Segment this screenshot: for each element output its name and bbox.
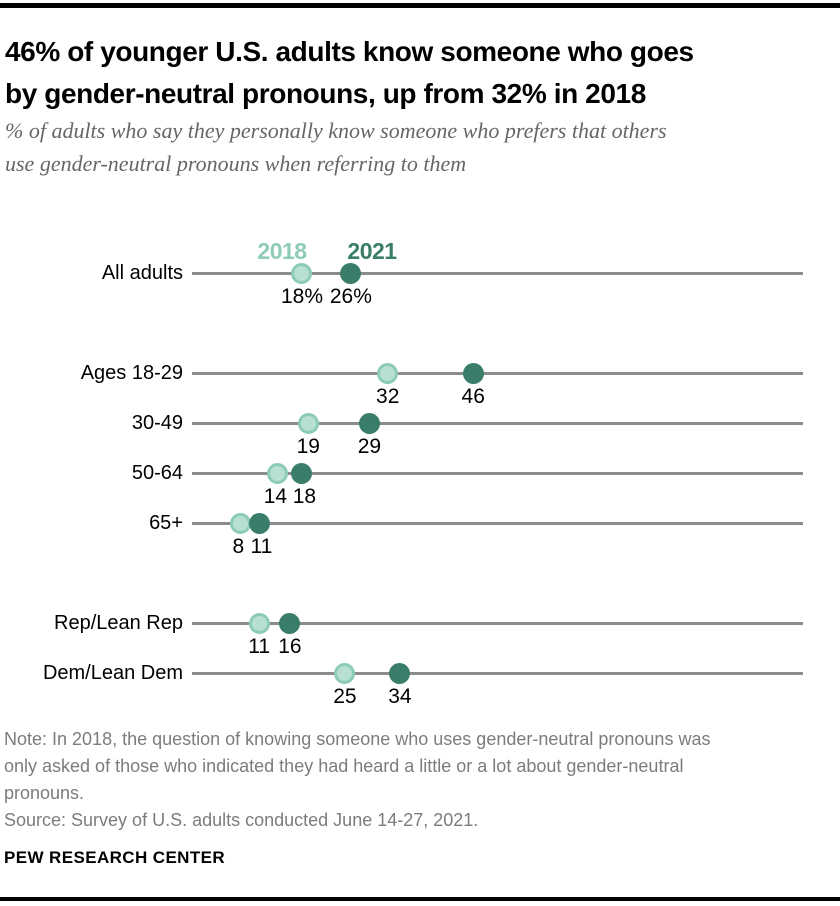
- chart-subtitle-line-1: % of adults who say they personally know…: [5, 118, 667, 143]
- value-2021: 26%: [329, 285, 372, 308]
- value-2018: 8: [232, 535, 245, 558]
- value-2021: 46: [461, 385, 485, 408]
- row-label: 50-64: [131, 462, 183, 484]
- value-2018: 11: [248, 635, 271, 658]
- note-line-2: only asked of those who indicated they h…: [4, 756, 684, 776]
- dot-2021: [279, 612, 301, 634]
- dot-2021: [358, 412, 380, 434]
- value-2021: 18: [292, 485, 317, 508]
- top-rule: [0, 3, 840, 8]
- trend-line: [192, 671, 803, 675]
- dot-2018: [291, 262, 313, 284]
- value-2021: 29: [357, 435, 382, 458]
- page-title-line-1: 46% of younger U.S. adults know someone …: [5, 36, 694, 67]
- dot-2021: [340, 262, 362, 284]
- value-2021: 16: [278, 635, 302, 658]
- value-2018: 25: [333, 685, 357, 708]
- value-2018: 19: [296, 435, 320, 458]
- row-label: Ages 18-29: [80, 362, 183, 384]
- value-2021: 11: [250, 535, 273, 558]
- chart-subtitle-line-2: use gender-neutral pronouns when referri…: [5, 151, 467, 176]
- dot-2018: [334, 662, 356, 684]
- note-line-1: Note: In 2018, the question of knowing s…: [4, 729, 711, 749]
- dot-2018: [377, 362, 399, 384]
- row-label: 65+: [149, 512, 183, 534]
- dot-2018: [297, 412, 319, 434]
- legend-2018: 2018: [257, 238, 307, 264]
- trend-line: [192, 271, 803, 275]
- page-title: 46% of younger U.S. adults know someone …: [5, 31, 830, 115]
- dot-2018: [248, 612, 270, 634]
- row-label: Rep/Lean Rep: [54, 612, 183, 634]
- source-line: Source: Survey of U.S. adults conducted …: [4, 810, 479, 830]
- brand-footer: PEW RESEARCH CENTER: [4, 848, 226, 867]
- value-2018: 18%: [280, 285, 323, 308]
- trend-line: [192, 621, 803, 625]
- value-2018: 14: [263, 485, 288, 508]
- dot-2021: [291, 462, 313, 484]
- note-line-3: pronouns.: [4, 783, 85, 803]
- legend-2021: 2021: [347, 238, 397, 264]
- trend-line: [192, 371, 803, 375]
- chart-subtitle: % of adults who say they personally know…: [5, 114, 830, 180]
- row-label: 30-49: [131, 412, 183, 434]
- bottom-rule: [0, 897, 840, 901]
- value-2018: 32: [376, 385, 400, 408]
- dot-2021: [462, 362, 484, 384]
- trend-line: [192, 521, 803, 525]
- row-label: Dem/Lean Dem: [42, 662, 183, 684]
- row-label: All adults: [101, 262, 183, 284]
- dot-2021: [248, 512, 270, 534]
- dot-2021: [389, 662, 411, 684]
- value-2021: 34: [388, 685, 412, 708]
- trend-line: [192, 471, 803, 475]
- trend-line: [192, 421, 803, 425]
- dot-plot-chart: 2018 2021 All adults 18% 26% Ages 18-29 32 46 30…: [0, 230, 840, 708]
- footer-note: Note: In 2018, the question of knowing s…: [4, 726, 830, 834]
- page-title-line-2: by gender-neutral pronouns, up from 32% …: [5, 78, 646, 109]
- dot-2018: [267, 462, 289, 484]
